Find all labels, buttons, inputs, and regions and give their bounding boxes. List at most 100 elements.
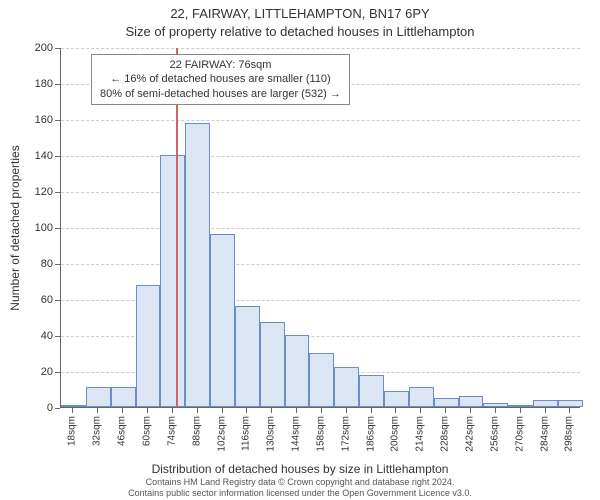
x-tick — [72, 408, 73, 413]
x-tick — [97, 408, 98, 413]
y-tick-label: 40 — [23, 330, 53, 342]
y-tick — [55, 228, 60, 229]
histogram-bar — [384, 391, 409, 407]
histogram-bar — [558, 400, 583, 407]
x-tick — [420, 408, 421, 413]
x-tick-label: 88sqm — [191, 416, 202, 446]
x-tick — [520, 408, 521, 413]
footnote-line-1: Contains HM Land Registry data © Crown c… — [0, 477, 600, 487]
x-axis-label: Distribution of detached houses by size … — [0, 462, 600, 476]
x-tick-label: 32sqm — [92, 416, 103, 446]
x-tick — [445, 408, 446, 413]
histogram-bar — [86, 387, 111, 407]
x-tick-label: 242sqm — [464, 416, 475, 452]
histogram-bar — [434, 398, 459, 407]
histogram-bar — [210, 234, 235, 407]
title-subtitle: Size of property relative to detached ho… — [0, 24, 600, 39]
y-tick-label: 20 — [23, 366, 53, 378]
title-main: 22, FAIRWAY, LITTLEHAMPTON, BN17 6PY — [0, 6, 600, 21]
y-tick — [55, 192, 60, 193]
histogram-bar — [508, 405, 533, 407]
x-tick-label: 144sqm — [291, 416, 302, 452]
histogram-bar — [235, 306, 260, 407]
x-tick — [321, 408, 322, 413]
histogram-bar — [309, 353, 334, 407]
x-tick-label: 158sqm — [315, 416, 326, 452]
y-tick — [55, 336, 60, 337]
info-line-2: ← 16% of detached houses are smaller (11… — [100, 72, 341, 86]
y-grid-line — [61, 192, 580, 193]
x-tick — [122, 408, 123, 413]
histogram-bar — [459, 396, 484, 407]
x-tick — [172, 408, 173, 413]
x-tick-label: 130sqm — [266, 416, 277, 452]
x-tick-label: 18sqm — [67, 416, 78, 446]
y-tick-label: 160 — [23, 114, 53, 126]
y-tick — [55, 372, 60, 373]
y-tick-label: 200 — [23, 42, 53, 54]
y-grid-line — [61, 120, 580, 121]
y-tick — [55, 300, 60, 301]
y-grid-line — [61, 228, 580, 229]
y-grid-line — [61, 48, 580, 49]
x-tick — [147, 408, 148, 413]
histogram-bar — [483, 403, 508, 407]
y-tick — [55, 408, 60, 409]
y-tick-label: 120 — [23, 186, 53, 198]
x-tick-label: 60sqm — [141, 416, 152, 446]
footnote-line-2: Contains public sector information licen… — [0, 488, 600, 498]
x-tick — [296, 408, 297, 413]
histogram-bar — [285, 335, 310, 407]
x-tick-label: 74sqm — [166, 416, 177, 446]
x-tick-label: 116sqm — [241, 416, 252, 451]
x-tick-label: 102sqm — [216, 416, 227, 452]
y-tick-label: 100 — [23, 222, 53, 234]
y-tick — [55, 48, 60, 49]
histogram-bar — [260, 322, 285, 407]
x-tick — [371, 408, 372, 413]
x-tick-label: 46sqm — [117, 416, 128, 446]
histogram-bar — [61, 405, 86, 407]
histogram-bar — [136, 285, 161, 407]
chart-container: 22, FAIRWAY, LITTLEHAMPTON, BN17 6PY Siz… — [0, 0, 600, 500]
y-grid-line — [61, 264, 580, 265]
x-tick-label: 214sqm — [415, 416, 426, 452]
x-tick — [395, 408, 396, 413]
y-tick-label: 0 — [23, 402, 53, 414]
info-line-3: 80% of semi-detached houses are larger (… — [100, 87, 341, 101]
y-tick — [55, 156, 60, 157]
y-tick-label: 180 — [23, 78, 53, 90]
x-tick-label: 256sqm — [489, 416, 500, 452]
x-tick-label: 172sqm — [340, 416, 351, 452]
histogram-bar — [160, 155, 185, 407]
x-tick-label: 186sqm — [365, 416, 376, 452]
x-tick-label: 200sqm — [390, 416, 401, 452]
x-tick — [569, 408, 570, 413]
y-grid-line — [61, 156, 580, 157]
histogram-bar — [359, 375, 384, 407]
plot-area: 22 FAIRWAY: 76sqm ← 16% of detached hous… — [60, 48, 580, 408]
info-box: 22 FAIRWAY: 76sqm ← 16% of detached hous… — [91, 54, 350, 105]
x-tick-label: 228sqm — [440, 416, 451, 452]
x-tick-label: 270sqm — [514, 416, 525, 452]
x-tick — [495, 408, 496, 413]
x-tick-label: 298sqm — [564, 416, 575, 452]
x-tick — [470, 408, 471, 413]
histogram-bar — [334, 367, 359, 407]
x-tick — [197, 408, 198, 413]
x-tick — [271, 408, 272, 413]
y-tick-label: 60 — [23, 294, 53, 306]
x-tick-label: 284sqm — [539, 416, 550, 452]
y-tick-label: 80 — [23, 258, 53, 270]
x-tick — [346, 408, 347, 413]
y-tick — [55, 264, 60, 265]
x-tick — [246, 408, 247, 413]
histogram-bar — [533, 400, 558, 407]
y-axis-label: Number of detached properties — [8, 145, 22, 310]
histogram-bar — [185, 123, 210, 407]
histogram-bar — [409, 387, 434, 407]
x-tick — [222, 408, 223, 413]
y-tick-label: 140 — [23, 150, 53, 162]
y-tick — [55, 84, 60, 85]
y-tick — [55, 120, 60, 121]
